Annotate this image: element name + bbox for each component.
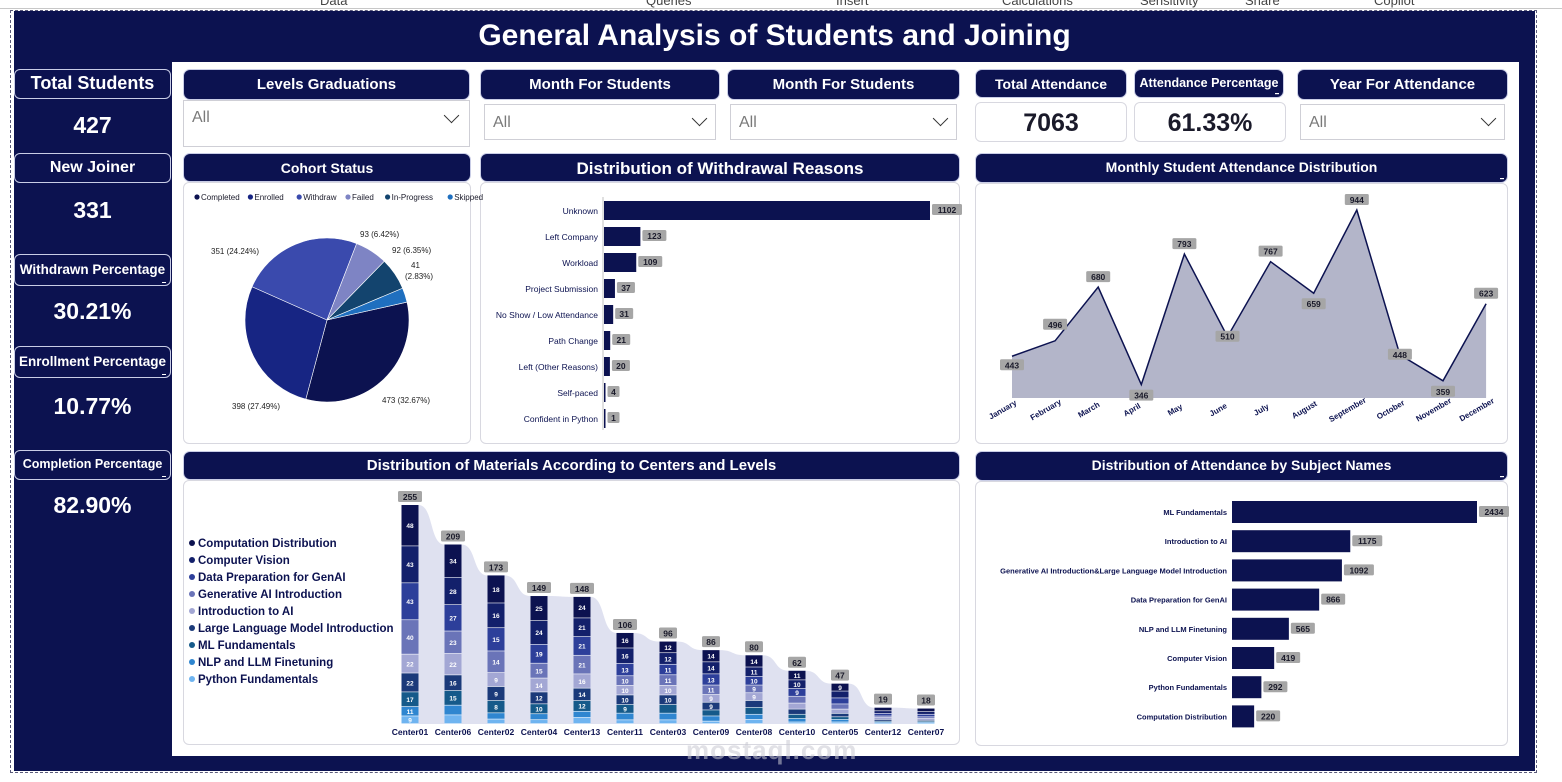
materials-legend-item: Computer Vision: [189, 555, 290, 567]
completion-percentage-value: 82.90%: [53, 492, 132, 518]
total-attendance-value: 7063: [975, 102, 1127, 142]
ribbon-tab[interactable]: Queries: [646, 0, 692, 8]
legend-dot-icon: [189, 676, 195, 682]
total-students-value: 427: [73, 112, 112, 138]
chevron-down-icon: [1480, 110, 1497, 127]
ribbon-tab[interactable]: Share: [1245, 0, 1280, 8]
materials-legend-item: NLP and LLM Finetuning: [189, 657, 333, 669]
legend-dot-icon: [189, 642, 195, 648]
materials-legend-item: Introduction to AI: [189, 606, 293, 618]
subjects-title: Distribution of Attendance by Subject Na…: [975, 451, 1508, 481]
ribbon-tab[interactable]: Copilot: [1374, 0, 1415, 8]
withdrawn-percentage-label: Withdrawn Percentage: [14, 254, 171, 286]
materials-card: [183, 480, 960, 745]
more-options-icon[interactable]: [162, 282, 166, 283]
more-options-icon[interactable]: [162, 374, 166, 375]
monthly-attendance-title: Monthly Student Attendance Distribution: [975, 153, 1508, 183]
canvas-border: [10, 10, 1537, 773]
enrollment-percentage-value: 10.77%: [53, 393, 132, 419]
withdrawn-percentage-value: 30.21%: [53, 298, 132, 324]
ribbon-tab[interactable]: Insert: [836, 0, 869, 8]
year-filter-value: All: [1309, 114, 1327, 131]
month-filter-value-2: All: [739, 114, 757, 131]
materials-legend-label: Large Language Model Introduction: [198, 623, 394, 635]
materials-legend-label: Computation Distribution: [198, 538, 337, 550]
legend-dot-icon: [189, 608, 195, 614]
ribbon-tab[interactable]: Calculations: [1002, 0, 1073, 8]
month-filter-label-1: Month For Students: [480, 69, 720, 100]
subjects-card: [975, 481, 1508, 746]
chevron-down-icon: [443, 107, 460, 124]
year-filter-dropdown[interactable]: All: [1300, 104, 1505, 140]
materials-legend-label: Introduction to AI: [198, 606, 294, 618]
materials-legend-item: ML Fundamentals: [189, 640, 296, 652]
year-filter-label: Year For Attendance: [1297, 69, 1508, 100]
materials-legend-item: Python Fundamentals: [189, 674, 318, 686]
bottom-strip: [10, 773, 1537, 782]
legend-dot-icon: [189, 591, 195, 597]
cohort-status-title: Cohort Status: [183, 153, 471, 182]
materials-legend-item: Data Preparation for GenAI: [189, 572, 346, 584]
materials-legend-item: Computation Distribution: [189, 538, 337, 550]
materials-legend-item: Large Language Model Introduction: [189, 623, 394, 635]
enrollment-percentage-label: Enrollment Percentage: [14, 346, 171, 378]
total-attendance-label: Total Attendance: [975, 69, 1127, 98]
attendance-percentage-value: 61.33%: [1134, 102, 1286, 142]
materials-legend-label: Computer Vision: [198, 555, 290, 567]
watermark: mostaql.com: [686, 735, 858, 765]
materials-legend-label: NLP and LLM Finetuning: [198, 657, 334, 669]
legend-dot-icon: [189, 659, 195, 665]
month-filter-dropdown-1[interactable]: All: [484, 104, 716, 140]
materials-legend-label: Python Fundamentals: [198, 674, 319, 686]
materials-legend-label: Data Preparation for GenAI: [198, 572, 346, 584]
new-joiner-label: New Joiner: [14, 153, 171, 183]
materials-legend-item: Generative AI Introduction: [189, 589, 342, 601]
month-filter-value-1: All: [493, 114, 511, 131]
ribbon-tab[interactable]: Data: [320, 0, 348, 8]
completion-percentage-label: Completion Percentage: [14, 450, 171, 480]
ribbon-tab[interactable]: Sensitivity: [1140, 0, 1199, 8]
levels-filter-label: Levels Graduations: [183, 69, 470, 100]
levels-filter-value: All: [192, 109, 210, 126]
materials-legend-label: Generative AI Introduction: [198, 589, 342, 601]
ribbon-bar: Data Queries Insert Calculations Sensitivity…: [0, 0, 1562, 9]
legend-dot-icon: [189, 574, 195, 580]
month-filter-dropdown-2[interactable]: All: [730, 104, 957, 140]
materials-title: Distribution of Materials According to C…: [183, 451, 960, 480]
cohort-status-card: [183, 182, 471, 444]
chevron-down-icon: [932, 110, 949, 127]
chevron-down-icon: [691, 110, 708, 127]
monthly-attendance-card: [975, 183, 1508, 444]
page-title: General Analysis of Students and Joining: [478, 19, 1071, 52]
month-filter-label-2: Month For Students: [727, 69, 960, 100]
legend-dot-icon: [189, 625, 195, 631]
levels-filter-dropdown[interactable]: All: [183, 100, 470, 147]
materials-legend-label: ML Fundamentals: [198, 640, 296, 652]
legend-dot-icon: [189, 557, 195, 563]
more-options-icon[interactable]: [162, 476, 166, 477]
attendance-percentage-label: Attendance Percentage: [1134, 69, 1284, 98]
new-joiner-value: 331: [73, 197, 112, 223]
withdrawal-title: Distribution of Withdrawal Reasons: [480, 153, 960, 182]
total-students-label: Total Students: [14, 69, 171, 99]
legend-dot-icon: [189, 540, 195, 546]
withdrawal-card: [480, 182, 960, 444]
